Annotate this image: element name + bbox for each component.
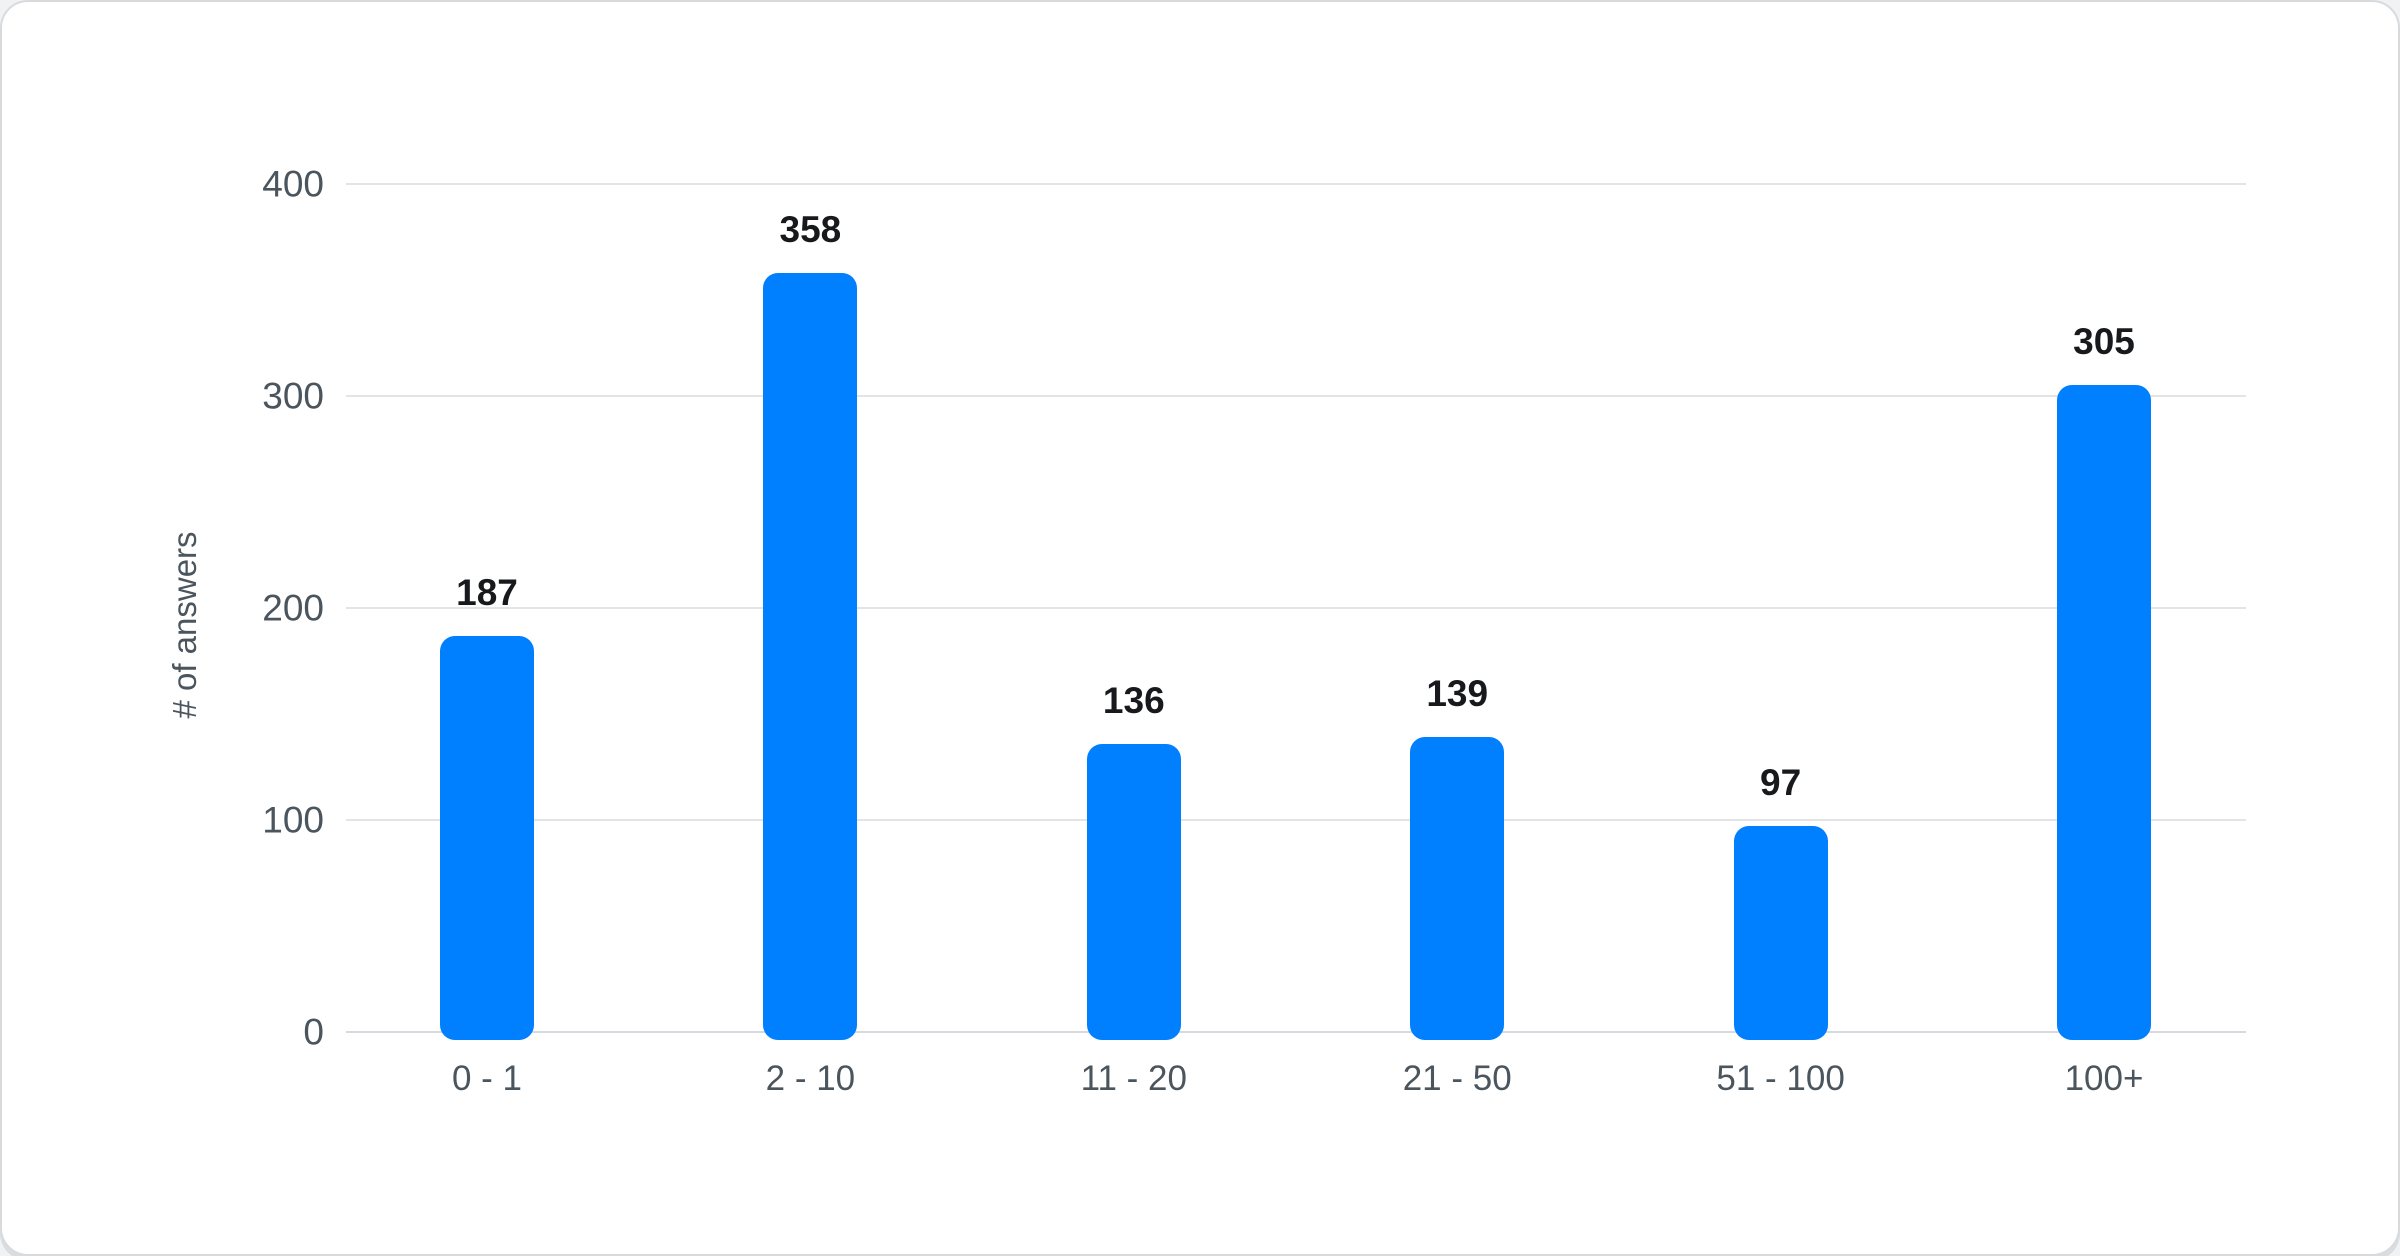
bar-2 - 10 bbox=[763, 273, 858, 1040]
bar-value-label: 358 bbox=[779, 209, 842, 251]
y-tick-label: 400 bbox=[262, 163, 324, 205]
y-axis-title: # of answers bbox=[166, 531, 203, 719]
y-tick-label: 100 bbox=[262, 799, 324, 841]
y-tick-label: 200 bbox=[262, 587, 324, 629]
gridline bbox=[346, 607, 2246, 609]
gridline bbox=[346, 183, 2246, 185]
bar-value-label: 187 bbox=[456, 571, 518, 613]
x-axis-baseline bbox=[346, 1031, 2246, 1033]
x-axis-category-label: 11 - 20 bbox=[1080, 1059, 1187, 1098]
bar-value-label: 305 bbox=[2073, 321, 2135, 363]
x-axis-category-label: 21 - 50 bbox=[1402, 1059, 1512, 1098]
bar-value-label: 136 bbox=[1102, 679, 1165, 721]
x-axis-category-label: 51 - 100 bbox=[1716, 1059, 1845, 1098]
bar-51 - 100 bbox=[1733, 826, 1828, 1040]
y-tick-label: 300 bbox=[262, 375, 324, 417]
gridline bbox=[346, 395, 2246, 397]
bar-21 - 50 bbox=[1410, 737, 1505, 1040]
x-axis-category-label: 0 - 1 bbox=[451, 1059, 523, 1098]
x-axis-category-label: 2 - 10 bbox=[765, 1059, 856, 1098]
bar-value-label: 139 bbox=[1426, 673, 1489, 715]
gridline bbox=[346, 819, 2246, 821]
x-axis-category-label: 100+ bbox=[2064, 1059, 2144, 1098]
y-tick-label: 0 bbox=[303, 1011, 324, 1053]
bar-0 - 1 bbox=[440, 635, 534, 1040]
bar-100+ bbox=[2057, 385, 2151, 1040]
bar-value-label: 97 bbox=[1760, 762, 1802, 804]
bar-11 - 20 bbox=[1086, 743, 1181, 1040]
